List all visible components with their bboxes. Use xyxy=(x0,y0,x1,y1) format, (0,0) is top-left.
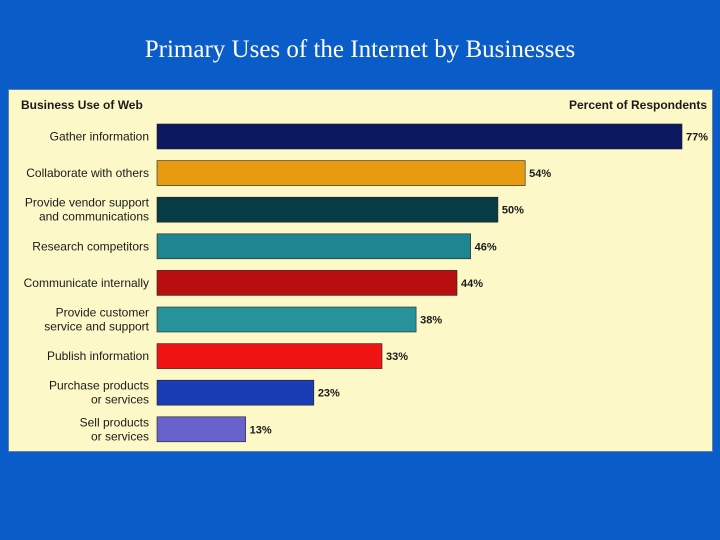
slide-title: Primary Uses of the Internet by Business… xyxy=(144,36,576,63)
category-label: and communications xyxy=(39,210,149,224)
bar xyxy=(156,196,499,223)
bar-chart: Business Use of Web Percent of Responden… xyxy=(21,98,708,443)
value-label: 13% xyxy=(250,424,272,436)
value-label: 44% xyxy=(461,278,483,290)
category-axis-header: Business Use of Web xyxy=(21,98,143,112)
value-label: 23% xyxy=(318,388,340,400)
category-label: Collaborate with others xyxy=(26,166,149,180)
chart-panel: Business Use of Web Percent of Responden… xyxy=(8,89,713,452)
category-label: service and support xyxy=(44,320,149,334)
value-label: 46% xyxy=(475,241,497,253)
value-label: 38% xyxy=(420,315,442,327)
bar xyxy=(156,343,383,369)
value-axis-header: Percent of Respondents xyxy=(569,98,707,112)
bar xyxy=(156,123,683,150)
bar-series: Gather information 77% Collaborate with ot… xyxy=(24,123,708,443)
category-label: Publish information xyxy=(47,349,149,363)
bar xyxy=(156,270,458,296)
value-label: 33% xyxy=(386,351,408,363)
category-label: Research competitors xyxy=(32,239,149,253)
category-label: Purchase products xyxy=(49,379,149,393)
category-label: or services xyxy=(91,429,149,443)
bar xyxy=(156,160,526,186)
value-label: 50% xyxy=(502,205,524,217)
bar xyxy=(156,379,315,406)
category-label: Gather information xyxy=(50,130,149,144)
category-label: Provide vendor support xyxy=(25,196,150,210)
category-label: Sell products xyxy=(80,415,149,429)
value-label: 54% xyxy=(529,168,551,180)
category-label: Provide customer xyxy=(56,306,149,320)
bar xyxy=(156,306,417,333)
bar xyxy=(156,416,246,443)
value-label: 77% xyxy=(686,132,708,144)
category-label: or services xyxy=(91,393,149,407)
bar xyxy=(156,233,471,260)
category-label: Communicate internally xyxy=(24,276,149,290)
